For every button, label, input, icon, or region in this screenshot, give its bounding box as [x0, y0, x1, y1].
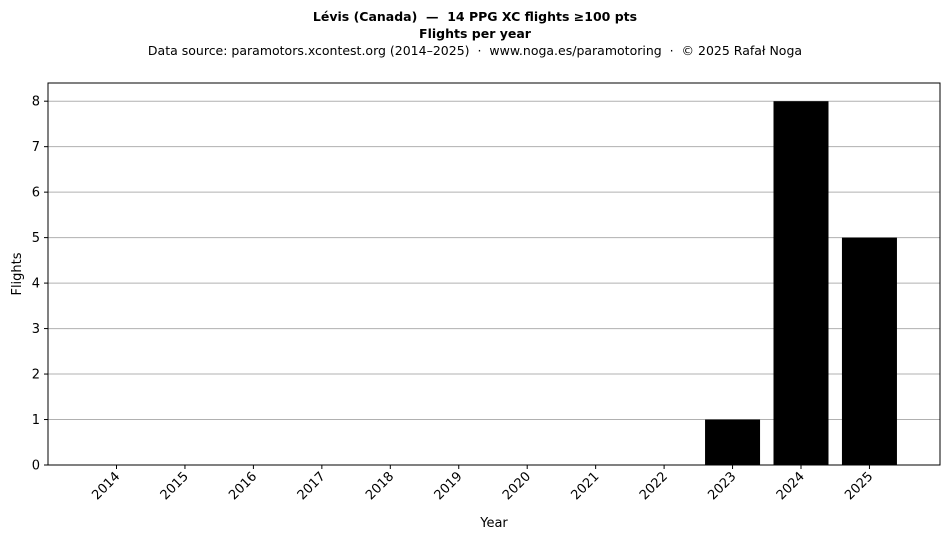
- x-tick-label: 2020: [500, 469, 534, 503]
- x-tick-label: 2016: [226, 469, 260, 503]
- x-tick-label: 2025: [842, 469, 876, 503]
- x-tick-label: 2017: [295, 469, 329, 503]
- x-tick-label: 2018: [363, 469, 397, 503]
- bars: [705, 101, 897, 465]
- x-axis-ticks: 2014 2015 2016 2017 2018 2019 2020 2021 2022 2023…: [89, 465, 876, 503]
- x-tick-label: 2014: [89, 469, 123, 503]
- bar-2023: [705, 419, 761, 465]
- chart-title: Lévis (Canada) — 14 PPG XC flights ≥100 …: [312, 9, 638, 24]
- x-tick-label: 2023: [705, 469, 739, 503]
- y-tick-label: 4: [32, 277, 40, 292]
- y-axis-label: Flights: [10, 252, 25, 295]
- y-tick-label: 7: [32, 140, 40, 155]
- bar-2025: [841, 237, 897, 465]
- y-tick-label: 1: [32, 413, 40, 428]
- x-tick-label: 2019: [432, 469, 466, 503]
- x-axis-label: Year: [479, 516, 508, 531]
- x-tick-label: 2024: [774, 469, 808, 503]
- y-tick-label: 5: [32, 231, 40, 246]
- plot-frame: [47, 82, 941, 466]
- chart-source-note: Data source: paramotors.xcontest.org (20…: [147, 43, 803, 58]
- y-tick-label: 0: [32, 459, 40, 474]
- chart-subtitle: Flights per year: [419, 26, 531, 41]
- x-tick-label: 2022: [637, 469, 671, 503]
- y-tick-label: 6: [32, 186, 40, 201]
- bar-2024: [773, 101, 829, 465]
- y-tick-label: 3: [32, 322, 40, 337]
- y-tick-label: 8: [32, 95, 40, 110]
- x-tick-label: 2021: [568, 469, 602, 503]
- x-tick-label: 2015: [158, 469, 192, 503]
- y-axis-ticks: 0 1 2 3 4 5 6 7 8: [32, 95, 48, 474]
- y-tick-label: 2: [32, 368, 40, 383]
